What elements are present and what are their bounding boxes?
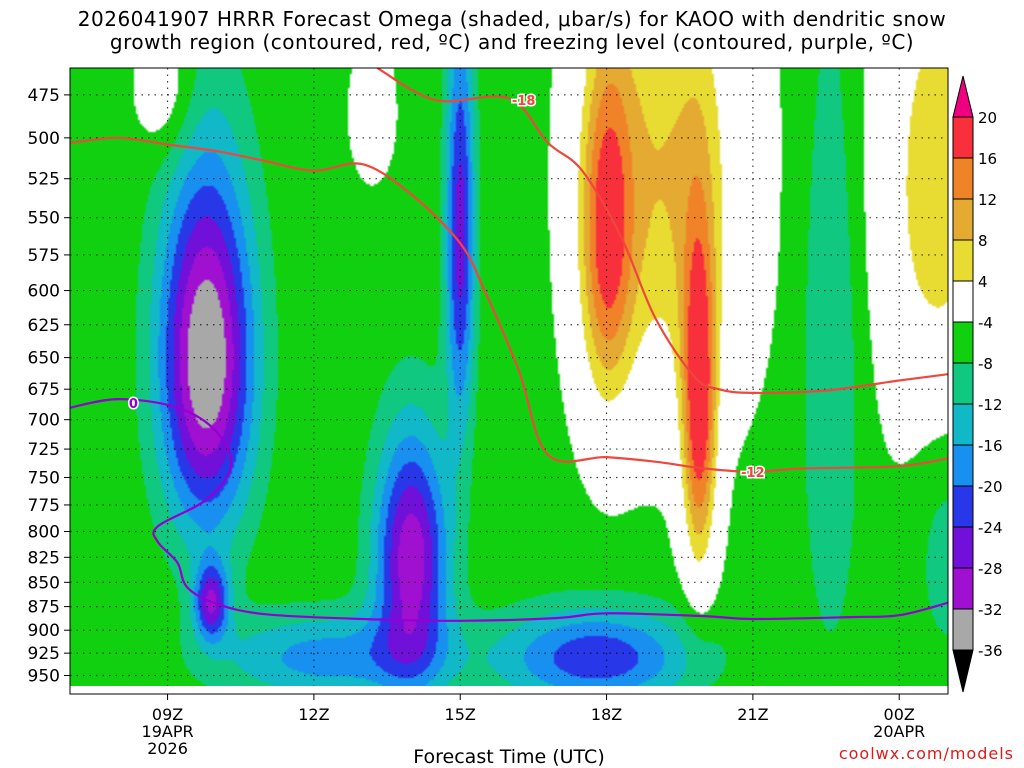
contour-label--12: -12 [741, 466, 765, 481]
y-tick-label: 700 [28, 411, 60, 431]
y-tick-label: 625 [28, 316, 60, 336]
colorbar-label: 20 [978, 109, 997, 127]
colorbar-label: -16 [978, 437, 1003, 455]
x-tick-label: 18Z [591, 705, 622, 724]
colorbar-swatch [952, 567, 974, 610]
colorbar-swatch [952, 403, 974, 446]
x-tick-sublabel: 2026 [147, 739, 188, 758]
contour-lines: -18 -12 0 [70, 68, 948, 622]
y-tick-label: 950 [28, 666, 60, 686]
title-line-2: growth region (contoured, red, ºC) and f… [109, 30, 915, 54]
contour-label--18: -18 [512, 94, 536, 109]
colorbar-swatch [952, 116, 974, 159]
y-tick-label: 875 [28, 598, 60, 618]
y-tick-label: 525 [28, 170, 60, 190]
x-tick-label: 09Z [152, 705, 183, 724]
colorbar-label: -28 [978, 560, 1003, 578]
colorbar-label: 4 [978, 273, 988, 291]
plot-frame [69, 67, 949, 695]
colorbar-label: 8 [978, 232, 988, 250]
title-line-1: 2026041907 HRRR Forecast Omega (shaded, … [77, 7, 947, 31]
colorbar-label: -8 [978, 355, 993, 373]
y-tick-label: 675 [28, 380, 60, 400]
y-tick-label: 550 [28, 209, 60, 229]
y-tick-label: 900 [28, 621, 60, 641]
x-tick-label: 15Z [445, 705, 476, 724]
y-tick-label: 575 [28, 246, 60, 266]
chart-title: 2026041907 HRRR Forecast Omega (shaded, … [0, 8, 1024, 54]
colorbar-swatch [952, 608, 974, 651]
y-tick-label: 650 [28, 349, 60, 369]
colorbar-swatch [952, 321, 974, 364]
y-tick-label: 800 [28, 523, 60, 543]
x-axis-title: Forecast Time (UTC) [413, 746, 605, 768]
y-tick-label: 850 [28, 573, 60, 593]
colorbar-label: -4 [978, 314, 993, 332]
grid-lines [70, 68, 948, 686]
colorbar-swatch [952, 157, 974, 200]
ground-bar [70, 686, 948, 694]
y-tick-label: 750 [28, 468, 60, 488]
plot-area: -18 -12 0 [70, 68, 948, 694]
x-tick-label: 12Z [298, 705, 329, 724]
contour--18-line [70, 136, 948, 474]
colorbar-bottom-arrow [952, 649, 974, 693]
y-axis: 475 500 525 550 575 600 625 650 675 700 725 750 775 8… [28, 86, 70, 686]
x-tick-sublabel: 19APR [142, 722, 194, 741]
credit-text: coolwx.com/models [838, 744, 1014, 763]
y-tick-label: 500 [28, 129, 60, 149]
y-tick-label: 925 [28, 644, 60, 664]
colorbar-label: -36 [978, 642, 1003, 660]
y-tick-label: 600 [28, 282, 60, 302]
y-tick-label: 825 [28, 548, 60, 568]
colorbar-swatch [952, 444, 974, 487]
colorbar-label: -32 [978, 601, 1003, 619]
colorbar-label: -20 [978, 478, 1003, 496]
colorbar-top-arrow [952, 75, 974, 118]
contour-0-line [70, 397, 948, 622]
colorbar-swatch [952, 280, 974, 323]
contour-label-0: 0 [129, 397, 138, 412]
colorbar-label: -12 [978, 396, 1003, 414]
colorbar-swatch [952, 198, 974, 241]
y-tick-label: 475 [28, 86, 60, 106]
y-tick-label: 725 [28, 440, 60, 460]
colorbar-swatch [952, 526, 974, 569]
x-tick-sublabel: 20APR [873, 722, 925, 741]
colorbar-swatch [952, 485, 974, 528]
x-tick-label: 00Z [884, 705, 915, 724]
contour--12-line [376, 68, 948, 395]
colorbar-label: -24 [978, 519, 1003, 537]
omega-shading [70, 68, 948, 686]
x-tick-label: 21Z [737, 705, 768, 724]
colorbar-swatch [952, 362, 974, 405]
y-tick-label: 775 [28, 496, 60, 516]
colorbar-label: 16 [978, 150, 997, 168]
colorbar: 20 16 12 8 4 -4 -8 -12 -16 -20 -24 -28 -32 -36 [952, 75, 1003, 693]
colorbar-label: 12 [978, 191, 997, 209]
colorbar-swatch [952, 239, 974, 282]
